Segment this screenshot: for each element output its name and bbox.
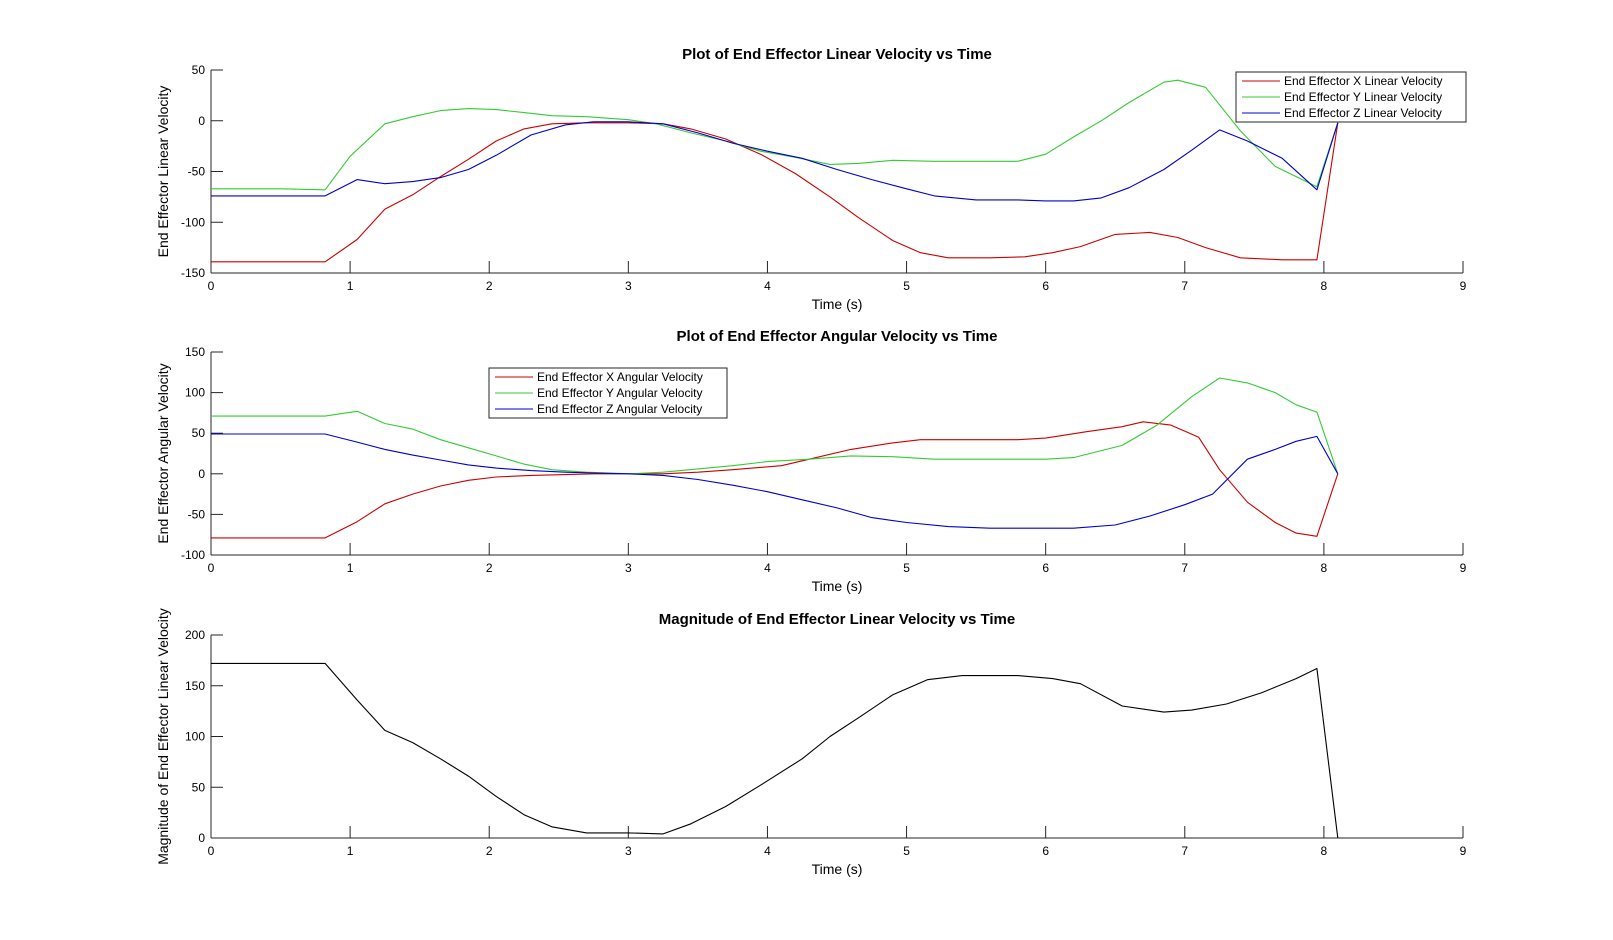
x-tick-label: 9	[1460, 561, 1467, 575]
x-tick-label: 8	[1321, 279, 1328, 293]
y-tick-label: 0	[198, 467, 205, 481]
x-tick-label: 0	[208, 844, 215, 858]
x-tick-label: 1	[347, 279, 354, 293]
y-tick-label: 0	[198, 114, 205, 128]
x-tick-label: 6	[1042, 279, 1049, 293]
x-tick-label: 7	[1181, 844, 1188, 858]
y-tick-label: 50	[192, 63, 206, 77]
chart-panel-2: 0 1 2 3 4 5 6 7 8 9 -100 -50 0 50 100 150 Plot of End Ef…	[155, 328, 1467, 594]
legend-entry: End Effector X Linear Velocity	[1284, 74, 1443, 88]
y-tick-label: -100	[181, 215, 205, 229]
x-tick-label: 3	[625, 561, 632, 575]
y-tick-label: -100	[181, 548, 205, 562]
series-line-1	[211, 662, 1339, 839]
x-tick-label: 8	[1321, 844, 1328, 858]
series-line-3	[211, 121, 1339, 202]
y-tick-label: 0	[198, 831, 205, 845]
series-line-2	[211, 79, 1339, 191]
y-axis-label: End Effector Angular Velocity	[155, 363, 171, 543]
legend-entry: End Effector Y Angular Velocity	[537, 386, 702, 400]
x-tick-label: 4	[764, 561, 771, 575]
x-tick-label: 0	[208, 561, 215, 575]
x-tick-label: 7	[1181, 279, 1188, 293]
y-tick-label: 150	[185, 679, 205, 693]
x-axis-label: Time (s)	[812, 296, 863, 312]
x-tick-label: 6	[1042, 844, 1049, 858]
y-axis-label: End Effector Linear Velocity	[155, 86, 171, 258]
x-tick-label: 2	[486, 844, 493, 858]
x-tick-label: 1	[347, 844, 354, 858]
x-tick-label: 9	[1460, 844, 1467, 858]
y-axis-label: Magnitude of End Effector Linear Velocit…	[155, 608, 171, 865]
y-tick-label: 50	[192, 780, 206, 794]
chart-title: Plot of End Effector Angular Velocity vs…	[677, 328, 998, 345]
x-tick-label: 3	[625, 279, 632, 293]
x-tick-label: 0	[208, 279, 215, 293]
y-tick-label: 50	[192, 426, 206, 440]
x-tick-label: 8	[1321, 561, 1328, 575]
y-tick-label: -150	[181, 266, 205, 280]
series-line-2	[211, 377, 1339, 475]
legend: End Effector X Angular Velocity End Effec…	[488, 367, 728, 419]
x-tick-label: 2	[486, 561, 493, 575]
legend-entry: End Effector X Angular Velocity	[537, 370, 703, 384]
x-tick-label: 6	[1042, 561, 1049, 575]
x-tick-label: 5	[903, 844, 910, 858]
y-tick-label: 100	[185, 386, 205, 400]
legend-entry: End Effector Y Linear Velocity	[1284, 90, 1442, 104]
x-tick-label: 5	[903, 279, 910, 293]
chart-title: Magnitude of End Effector Linear Velocit…	[659, 611, 1015, 628]
legend-entry: End Effector Z Linear Velocity	[1284, 106, 1442, 120]
y-tick-label: 100	[185, 730, 205, 744]
x-axis-label: Time (s)	[812, 861, 863, 877]
y-tick-label: -50	[188, 165, 206, 179]
series-line-3	[211, 433, 1339, 529]
series-line-1	[211, 122, 1339, 263]
legend-entry: End Effector Z Angular Velocity	[537, 402, 702, 416]
chart-panel-3: 0 1 2 3 4 5 6 7 8 9 0 50 100 150 200 Magnitude of End E…	[155, 608, 1467, 877]
x-tick-label: 5	[903, 561, 910, 575]
x-tick-label: 1	[347, 561, 354, 575]
x-tick-label: 3	[625, 844, 632, 858]
x-tick-label: 9	[1460, 279, 1467, 293]
x-axis-label: Time (s)	[812, 578, 863, 594]
chart-panel-1: 0 1 2 3 4 5 6 7 8 9 -150 -100 -50 0 50 Plot of End Effe…	[155, 46, 1467, 312]
x-tick-label: 2	[486, 279, 493, 293]
y-tick-label: -50	[188, 507, 206, 521]
legend: End Effector X Linear Velocity End Effect…	[1235, 71, 1467, 123]
x-tick-label: 7	[1181, 561, 1188, 575]
series-line-1	[211, 421, 1339, 539]
y-tick-label: 150	[185, 345, 205, 359]
x-tick-label: 4	[764, 844, 771, 858]
legend-box	[1235, 71, 1467, 123]
chart-title: Plot of End Effector Linear Velocity vs …	[682, 46, 992, 63]
x-tick-label: 4	[764, 279, 771, 293]
y-tick-label: 200	[185, 628, 205, 642]
